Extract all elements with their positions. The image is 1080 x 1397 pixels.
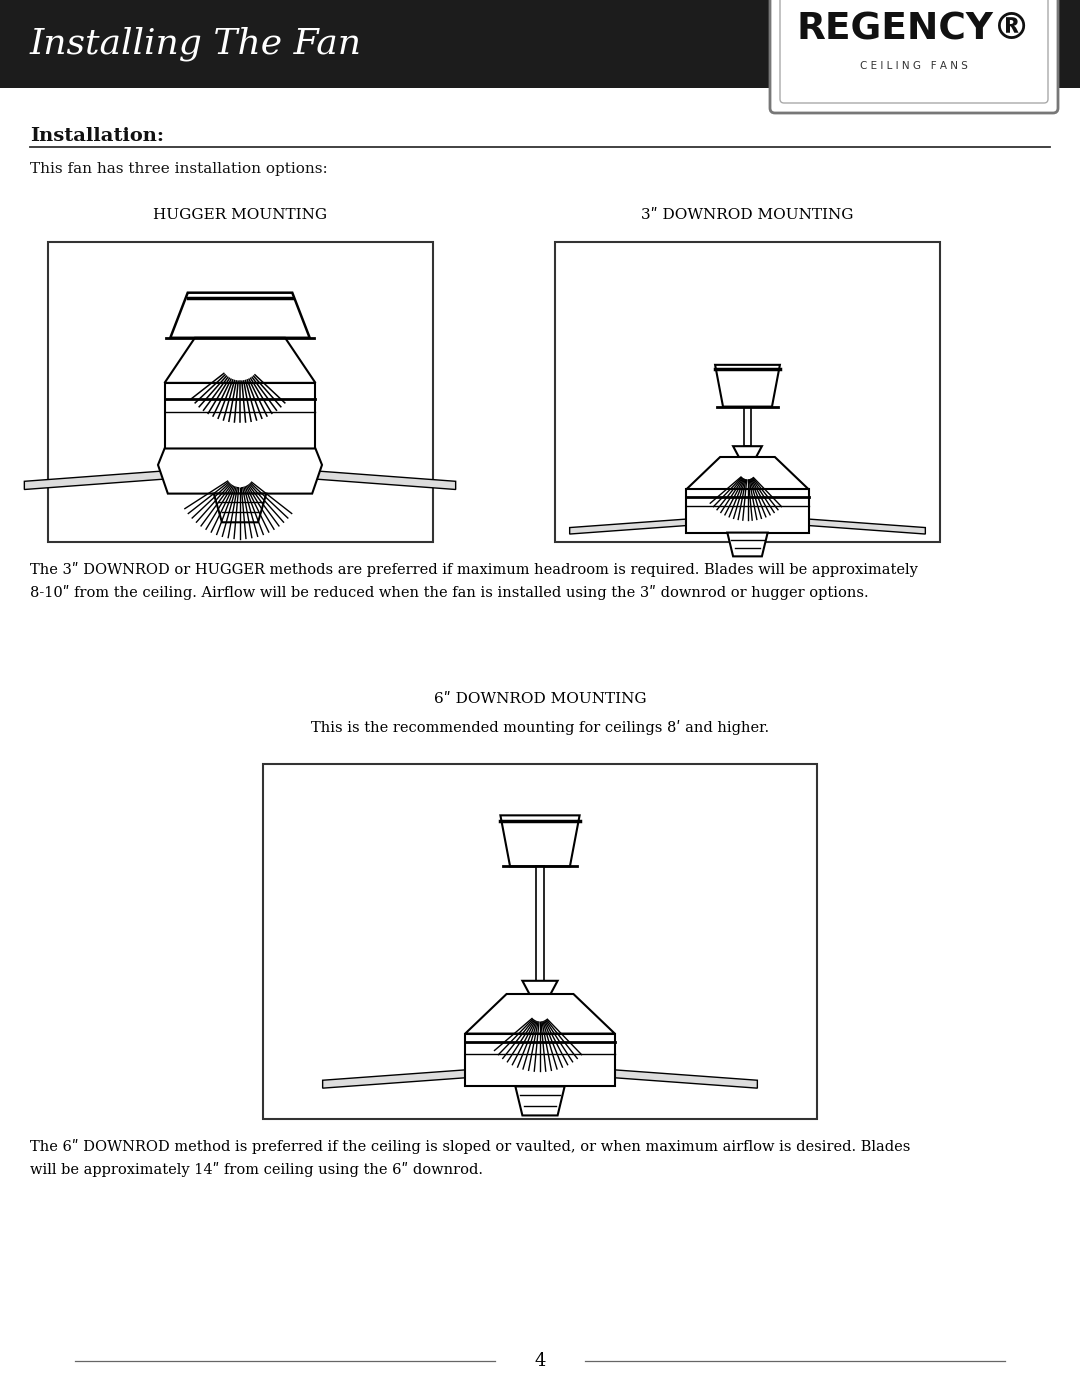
Bar — [264, 764, 816, 1119]
Bar — [0, 0, 1080, 88]
Bar — [686, 489, 809, 532]
Text: Installation:: Installation: — [30, 127, 164, 145]
Polygon shape — [523, 981, 557, 995]
Text: 6ʺ DOWNROD MOUNTING: 6ʺ DOWNROD MOUNTING — [434, 692, 646, 705]
Polygon shape — [715, 365, 780, 407]
Polygon shape — [323, 1070, 468, 1088]
Text: The 3ʺ DOWNROD or HUGGER methods are preferred if maximum headroom is required. : The 3ʺ DOWNROD or HUGGER methods are pre… — [30, 562, 918, 599]
Polygon shape — [807, 518, 926, 534]
FancyBboxPatch shape — [770, 0, 1058, 113]
Polygon shape — [733, 446, 761, 457]
Text: REGENCY®: REGENCY® — [797, 13, 1031, 47]
Polygon shape — [569, 518, 688, 534]
Text: C E I L I N G   F A N S: C E I L I N G F A N S — [860, 61, 968, 71]
Polygon shape — [214, 493, 267, 522]
Polygon shape — [171, 293, 310, 338]
Polygon shape — [686, 457, 809, 489]
Bar — [555, 242, 940, 542]
Text: 3ʺ DOWNROD MOUNTING: 3ʺ DOWNROD MOUNTING — [642, 208, 854, 222]
FancyBboxPatch shape — [780, 0, 1048, 103]
Text: The 6ʺ DOWNROD method is preferred if the ceiling is sloped or vaulted, or when : The 6ʺ DOWNROD method is preferred if th… — [30, 1139, 910, 1176]
Polygon shape — [727, 532, 768, 556]
Bar — [48, 242, 433, 542]
Text: This fan has three installation options:: This fan has three installation options: — [30, 162, 327, 176]
Polygon shape — [500, 816, 580, 866]
Bar — [465, 1034, 615, 1087]
Polygon shape — [515, 1087, 565, 1115]
Text: HUGGER MOUNTING: HUGGER MOUNTING — [153, 208, 327, 222]
Polygon shape — [25, 471, 167, 489]
Text: This is the recommended mounting for ceilings 8ʹ and higher.: This is the recommended mounting for cei… — [311, 719, 769, 735]
Bar — [744, 407, 751, 446]
Text: Installing The Fan: Installing The Fan — [30, 27, 362, 61]
Polygon shape — [465, 995, 615, 1034]
Polygon shape — [612, 1070, 757, 1088]
Polygon shape — [312, 471, 456, 489]
Polygon shape — [164, 338, 315, 383]
Bar — [164, 383, 315, 448]
Polygon shape — [158, 448, 322, 493]
Text: 4: 4 — [535, 1352, 545, 1370]
Bar — [536, 866, 544, 981]
